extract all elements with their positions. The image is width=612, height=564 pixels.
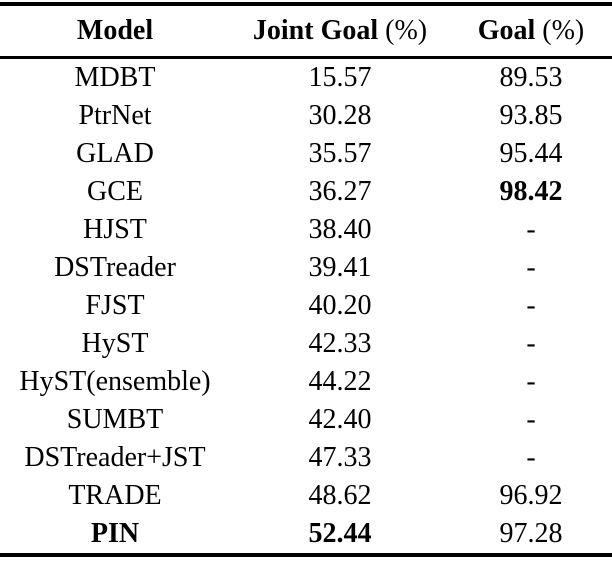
joint-goal-cell: 44.22 [308,366,372,397]
goal-cell: - [526,252,536,283]
goal-cell: 96.92 [499,480,563,511]
model-cell: DSTreader+JST [24,442,206,473]
model-cell: SUMBT [66,404,164,435]
table-row: SUMBT 42.40 - [0,401,612,439]
header-joint-goal-suffix: (%) [378,15,428,46]
table-row: FJST 40.20 - [0,287,612,325]
goal-cell: - [526,366,536,397]
model-cell: DSTreader [54,252,176,283]
header-joint-goal: Joint Goal (%) [230,4,450,58]
joint-goal-cell: 39.41 [308,252,372,283]
goal-cell: 95.44 [499,138,563,169]
joint-goal-cell: 35.57 [308,138,372,169]
model-cell: TRADE [68,480,162,511]
joint-goal-cell: 47.33 [308,442,372,473]
goal-cell: - [526,214,536,245]
model-cell: HJST [83,214,147,245]
goal-cell: - [526,404,536,435]
table-row: DSTreader 39.41 - [0,249,612,287]
model-cell: HyST(ensemble) [19,366,211,397]
joint-goal-cell: 40.20 [308,290,372,321]
model-cell: FJST [85,290,145,321]
joint-goal-cell: 48.62 [308,480,372,511]
table-row: GLAD 35.57 95.44 [0,135,612,173]
model-cell: MDBT [74,62,156,93]
table-row: GCE 36.27 98.42 [0,173,612,211]
header-goal: Goal (%) [450,4,612,58]
table-row: HyST(ensemble) 44.22 - [0,363,612,401]
table-row: TRADE 48.62 96.92 [0,477,612,515]
joint-goal-cell: 42.33 [308,328,372,359]
joint-goal-cell: 38.40 [308,214,372,245]
header-goal-suffix: (%) [535,15,585,46]
joint-goal-cell: 30.28 [308,100,372,131]
model-cell: GCE [87,176,143,207]
table-row: PtrNet 30.28 93.85 [0,97,612,135]
table-body: MDBT 15.57 89.53 PtrNet 30.28 93.85 GLAD… [0,58,612,556]
header-row: Model Joint Goal (%) Goal (%) [0,4,612,58]
table-row: MDBT 15.57 89.53 [0,58,612,98]
goal-cell: 98.42 [499,176,563,207]
joint-goal-cell: 36.27 [308,176,372,207]
header-model: Model [0,4,230,58]
joint-goal-cell: 52.44 [308,518,372,549]
goal-cell: - [526,290,536,321]
goal-cell: - [526,328,536,359]
table-row: PIN 52.44 97.28 [0,515,612,555]
model-cell: PIN [90,518,140,549]
table-header: Model Joint Goal (%) Goal (%) [0,4,612,58]
joint-goal-cell: 15.57 [308,62,372,93]
table-row: HyST 42.33 - [0,325,612,363]
header-goal-label: Goal [477,15,536,46]
model-cell: GLAD [76,138,154,169]
joint-goal-cell: 42.40 [308,404,372,435]
table-row: HJST 38.40 - [0,211,612,249]
goal-cell: 97.28 [499,518,563,549]
goal-cell: 89.53 [499,62,563,93]
goal-cell: - [526,442,536,473]
header-joint-goal-label: Joint Goal [252,15,379,46]
table-row: DSTreader+JST 47.33 - [0,439,612,477]
model-cell: PtrNet [78,100,152,131]
header-model-label: Model [76,15,154,46]
goal-cell: 93.85 [499,100,563,131]
model-cell: HyST [81,328,149,359]
